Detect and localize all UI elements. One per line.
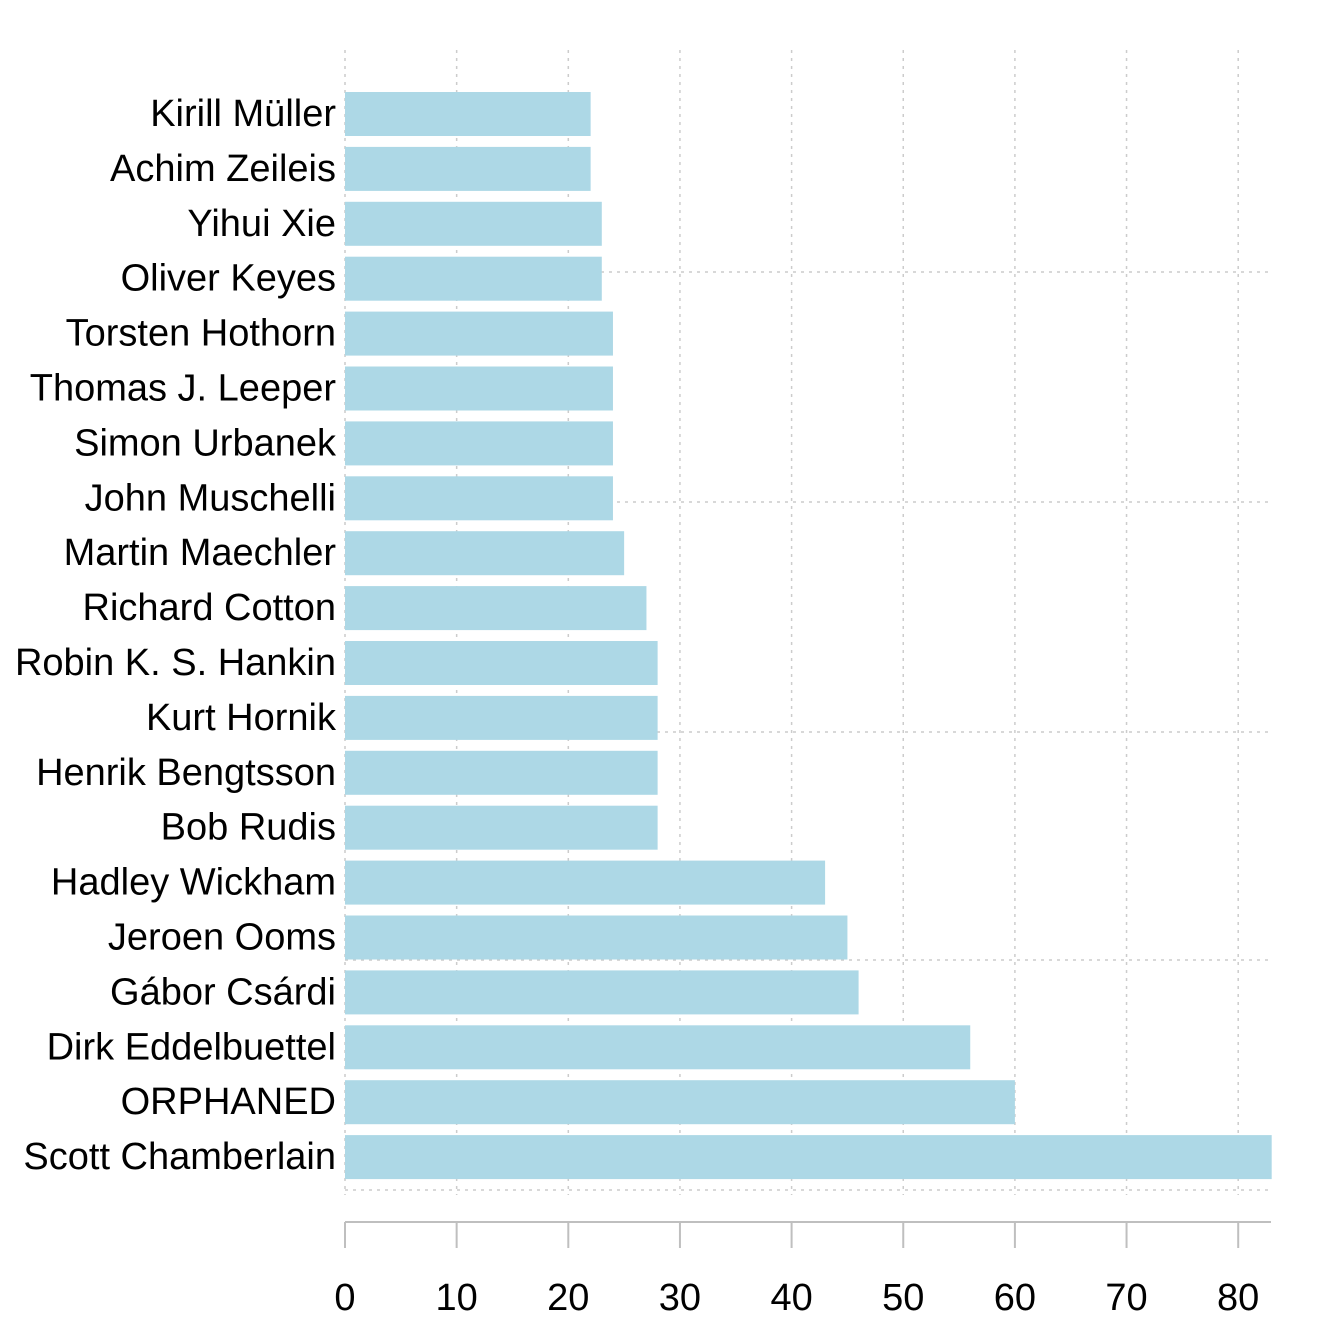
category-label: Yihui Xie [187,203,336,245]
bar [345,750,658,795]
category-label: Dirk Eddelbuettel [47,1026,336,1068]
bar [345,476,613,521]
x-axis: 0 10 20 30 40 50 60 70 80 [334,1221,1271,1319]
bar [345,92,591,136]
bar [345,805,658,850]
category-label: Kirill Müller [150,93,336,135]
bar [345,1080,1015,1125]
category-label: Gábor Csárdi [110,971,336,1013]
bar [345,421,613,466]
x-tick-label: 40 [770,1277,812,1319]
category-label: ORPHANED [121,1081,336,1123]
bar [345,586,647,631]
x-tick-label: 30 [659,1277,701,1319]
category-label: Henrik Bengtsson [36,752,336,794]
category-label: Martin Maechler [64,532,337,574]
bar [345,1135,1272,1180]
bar [345,970,859,1015]
category-label: Thomas J. Leeper [30,368,337,410]
x-tick-label: 10 [436,1277,478,1319]
category-label: Kurt Hornik [146,697,337,739]
bar [345,915,848,960]
bar [345,860,826,905]
category-label: Scott Chamberlain [23,1136,336,1178]
x-tick-label: 60 [994,1277,1036,1319]
category-label: Achim Zeileis [110,148,336,190]
bar [345,201,602,246]
category-label: John Muschelli [85,477,336,519]
x-tick-label: 70 [1105,1277,1147,1319]
category-label: Jeroen Ooms [108,917,336,959]
bar [345,695,658,740]
bar [345,531,625,576]
bar [345,366,613,411]
bar [345,311,613,356]
bar [345,1025,971,1070]
category-label: Robin K. S. Hankin [15,642,336,684]
x-tick-label: 20 [547,1277,589,1319]
bar [345,641,658,685]
x-tick-label: 80 [1217,1277,1259,1319]
category-label: Torsten Hothorn [66,313,336,355]
category-label: Bob Rudis [161,807,336,849]
bar [345,146,591,191]
bar [345,256,602,301]
category-label: Oliver Keyes [121,258,336,300]
category-label: Simon Urbanek [74,422,337,464]
x-tick-label: 0 [334,1277,355,1319]
x-tick-label: 50 [882,1277,924,1319]
bars [345,92,1272,1180]
category-label: Hadley Wickham [51,862,336,904]
category-label: Richard Cotton [83,587,336,629]
category-labels: Kirill Müller Achim Zeileis Yihui Xie Olive… [15,93,337,1178]
